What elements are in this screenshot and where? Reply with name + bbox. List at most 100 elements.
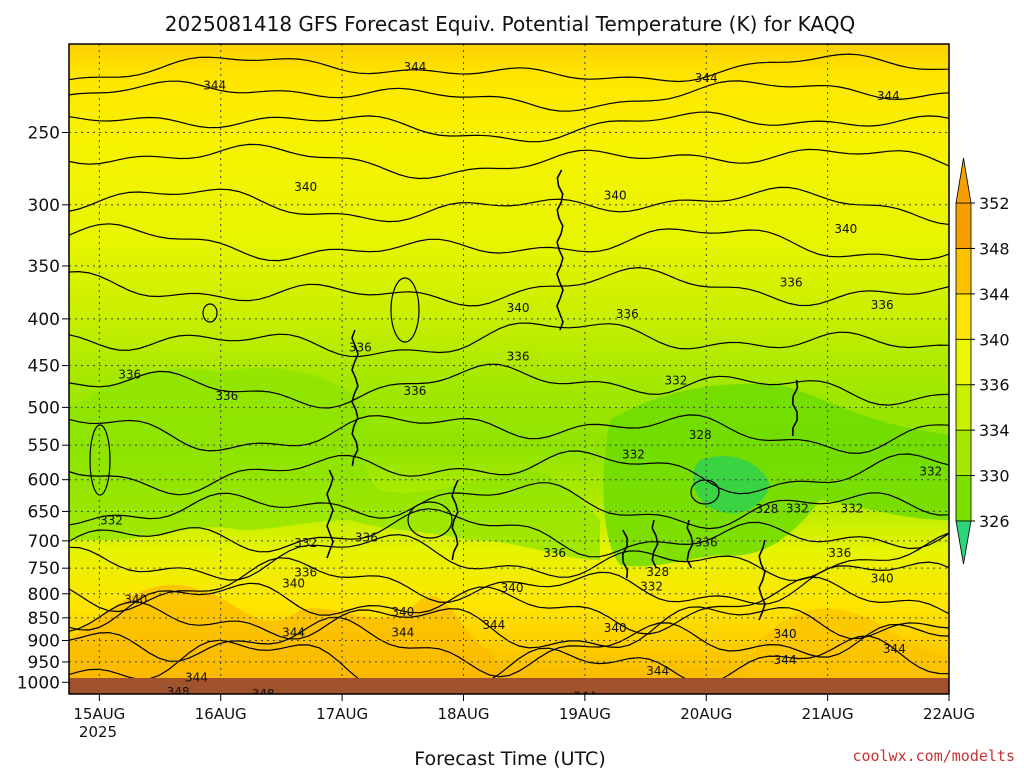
y-tick-label: 500 [28,398,60,418]
contour-label: 336 [403,384,426,398]
contour-line [69,616,949,678]
contour-line [69,414,949,455]
contour-label: 340 [294,180,317,194]
contour-label: 344 [646,664,669,678]
contour-label: 344 [877,89,900,103]
x-tick-label: 21AUG [802,705,854,723]
moist-region-left [69,367,600,560]
contour-label: 336 [695,536,718,550]
contour-label: 344 [203,78,226,92]
colorbar-label: 348 [979,239,1010,258]
x-tick-label: 18AUG [438,705,490,723]
contour-label: 344 [774,653,797,667]
contour-label: 328 [689,428,712,442]
contour-label: 348 [167,685,190,699]
y-tick-label: 650 [28,502,60,522]
contour-spike [651,519,659,569]
contour-label: 336 [355,530,378,544]
contour-spike [351,329,359,467]
contour-label: 336 [780,276,803,290]
colorbar-segment [955,384,972,431]
colorbar-segment [955,475,972,522]
contour-label: 340 [604,188,627,202]
x-tick-label: 20AUG [680,705,732,723]
contour-label: 340 [124,593,147,607]
contour-label: 348 [252,687,275,701]
y-tick-label: 600 [28,471,60,491]
contour-closed [407,501,453,539]
contour-line [69,111,949,143]
colorbar-label: 340 [979,330,1010,349]
colorbar-extend-bottom [955,520,972,565]
y-tick-label: 550 [28,436,60,456]
watermark: coolwx.com/modelts [852,747,1015,765]
contour-label: 340 [834,222,857,236]
chart-title: 2025081418 GFS Forecast Equiv. Potential… [165,12,855,36]
colorbar-label: 326 [979,512,1010,531]
x-tick-label: 15AUG [73,705,125,723]
contour-line [69,143,949,180]
contour-spike [791,379,799,436]
x-tick-label: 22AUG [923,705,975,723]
ground-surface [69,678,949,694]
contour-label: 340 [774,627,797,641]
contour-label: 332 [840,501,863,515]
contour-label: 328 [755,502,778,516]
contour-label: 336 [215,389,238,403]
x-axis: 15AUG 16AUG 17AUG 18AUG 19AUG 20AUG 21AUG 22AUG [73,694,975,723]
contour-label: 340 [282,577,305,591]
y-tick-label: 300 [28,196,60,216]
contour-spike [621,529,629,579]
contour-line [69,635,949,690]
x-axis-label: Forecast Time (UTC) [414,748,605,768]
colorbar-segment [955,293,972,340]
contour-label: 332 [664,373,687,387]
colorbar-label: 334 [979,421,1010,440]
x-tick-label: 16AUG [195,705,247,723]
contour-spike [326,469,334,559]
y-tick-label: 900 [28,631,60,651]
contour-label: 336 [828,546,851,560]
contour-label: 340 [507,301,530,315]
contour-spike [686,519,694,569]
plot-frame [68,43,950,695]
contour-spike [556,169,564,331]
contour-lines [69,53,949,690]
contour-label: 344 [391,625,414,639]
contour-label: 332 [294,536,317,550]
y-tick-label: 450 [28,357,60,377]
contour-label: 340 [501,581,524,595]
y-axis: 2503003504004505005506006507007508008509… [17,123,69,693]
y-tick-label: 250 [28,123,60,143]
contour-label: 344 [482,618,505,632]
contour-label: 344 [573,689,596,703]
colorbar-extend-top [955,157,972,204]
contour-line [69,363,949,409]
contour-line [69,576,949,635]
contour-label: 336 [543,546,566,560]
y-tick-label: 700 [28,532,60,552]
contour-labels: 344 344 344 344 340 340 340 336 336 340 336 336 336 3… [100,60,942,703]
contour-line [69,482,949,530]
contour-label: 332 [622,447,645,461]
contour-label: 336 [118,367,141,381]
contour-label: 340 [604,621,627,635]
contour-label: 344 [403,60,426,74]
colorbar-label: 344 [979,285,1010,304]
y-tick-label: 800 [28,585,60,605]
contour-label: 336 [616,307,639,321]
y-tick-label: 400 [28,310,60,330]
colorbar-segment [955,202,972,249]
contour-label: 336 [507,350,530,364]
contour-line [69,557,949,613]
contour-closed [202,303,218,323]
contour-label: 340 [871,572,894,586]
colorbar-segment [955,248,972,295]
y-tick-label: 350 [28,257,60,277]
contour-line [69,223,949,262]
contour-label: 344 [282,625,305,639]
x-axis-year: 2025 [79,723,117,741]
y-tick-label: 1000 [17,673,60,693]
contour-line [69,601,949,649]
